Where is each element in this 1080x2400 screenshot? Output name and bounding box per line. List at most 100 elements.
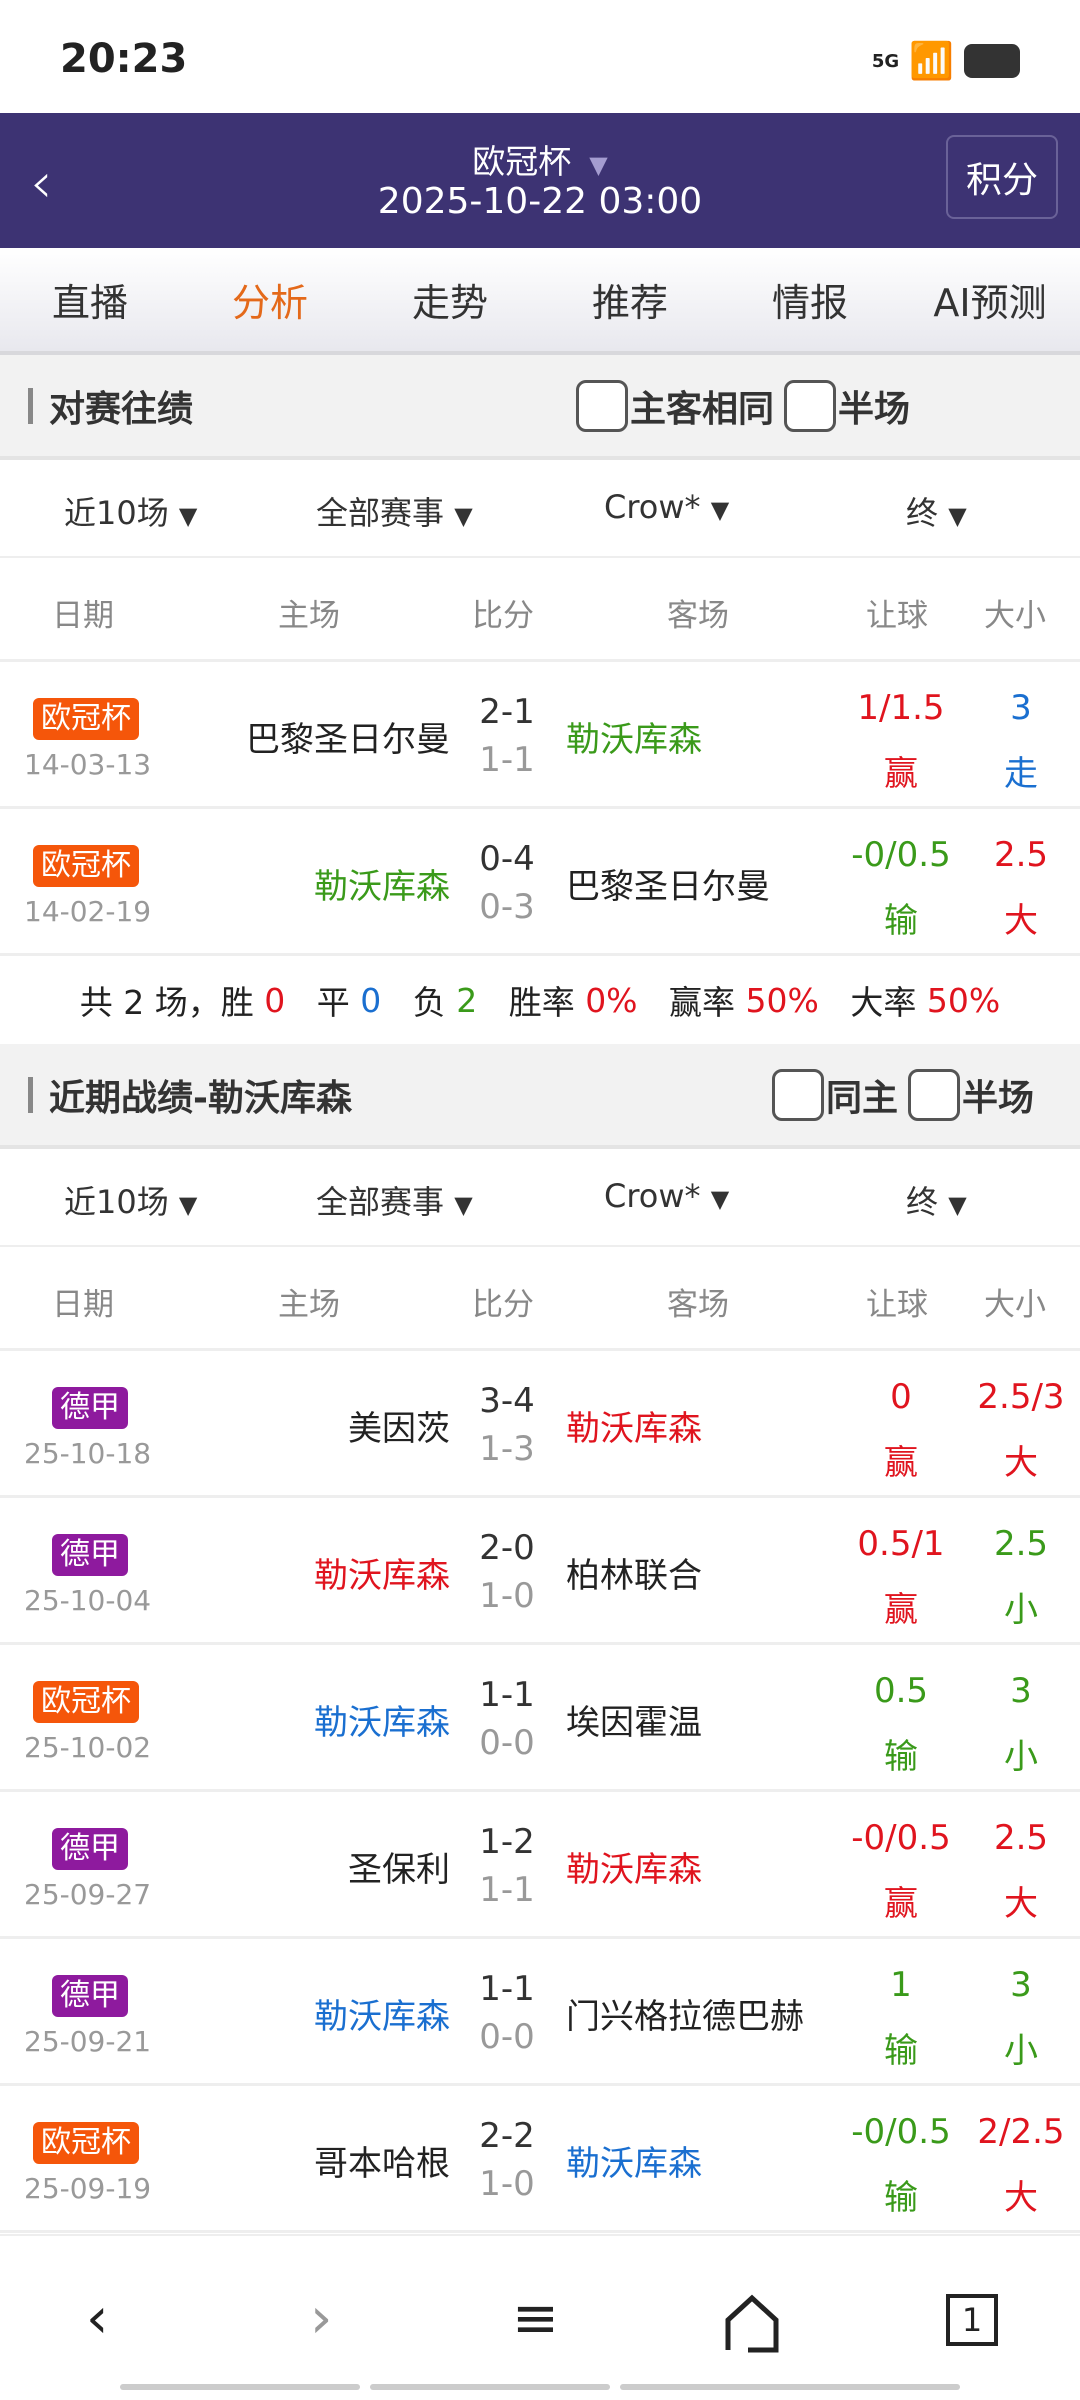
section-title: 对赛往绩	[49, 388, 194, 430]
filter-label: 全部赛事	[316, 1183, 445, 1221]
away-team: 埃因霍温	[566, 1703, 702, 1743]
tab-4[interactable]: 情报	[771, 281, 848, 325]
tab-1[interactable]: 分析	[231, 281, 308, 325]
menu-icon[interactable]: ≡	[512, 2286, 559, 2351]
away-team: 门兴格拉德巴赫	[566, 1997, 804, 2037]
match-row[interactable]: 德甲 25-09-27 圣保利 1-2 1-1 勒沃库森 -0/0.5 赢 2.…	[0, 1792, 1080, 1939]
over-under-line: 2.5	[993, 1818, 1049, 1858]
column-header-cell: 让球	[866, 598, 928, 634]
checkbox-same-venue[interactable]	[771, 1068, 824, 1121]
app-header: ‹ 欧冠杯 ▼ 2025-10-22 03:00 积分	[0, 113, 1080, 248]
home-team: 勒沃库森	[314, 1556, 450, 1596]
column-header-cell: 主场	[278, 1287, 340, 1323]
full-time-score: 0-4	[479, 839, 535, 879]
over-under-result: 走	[1004, 754, 1038, 794]
summary-part: 胜	[220, 983, 265, 1022]
handicap-line: 0	[890, 1377, 912, 1417]
match-date: 14-02-19	[24, 895, 152, 928]
half-time-score: 1-1	[479, 1870, 535, 1910]
summary-part: 2	[456, 980, 478, 1020]
match-row[interactable]: 欧冠杯 14-02-19 勒沃库森 0-4 0-3 巴黎圣日尔曼 -0/0.5 …	[0, 809, 1080, 956]
handicap-result: 输	[884, 2031, 918, 2071]
filter-dropdown-3[interactable]: 终 ▼	[906, 1177, 967, 1223]
match-row[interactable]: 德甲 25-09-21 勒沃库森 1-1 0-0 门兴格拉德巴赫 1 输 3 小	[0, 1939, 1080, 2086]
back-button[interactable]: ‹	[30, 151, 53, 216]
column-header-cell: 日期	[52, 598, 114, 634]
checkbox-half-time[interactable]	[783, 379, 836, 432]
section-marker	[28, 1076, 33, 1113]
handicap-result: 赢	[884, 1590, 918, 1630]
column-header: 日期 主场 比分 客场 让球 大小	[0, 1247, 1080, 1351]
column-header-cell: 客场	[667, 598, 729, 634]
handicap-line: 0.5/1	[857, 1524, 945, 1564]
filter-dropdown-3[interactable]: 终 ▼	[906, 488, 967, 534]
league-badge: 德甲	[52, 1534, 128, 1576]
summary-part: 平	[285, 983, 361, 1022]
match-row[interactable]: 欧冠杯 14-03-13 巴黎圣日尔曼 2-1 1-1 勒沃库森 1/1.5 赢…	[0, 662, 1080, 809]
match-row[interactable]: 德甲 25-10-04 勒沃库森 2-0 1-0 柏林联合 0.5/1 赢 2.…	[0, 1498, 1080, 1645]
column-header-cell: 客场	[667, 1287, 729, 1323]
standings-button[interactable]: 积分	[946, 135, 1058, 219]
filter-dropdown-1[interactable]: 全部赛事 ▼	[316, 488, 473, 534]
home-team: 勒沃库森	[314, 1997, 450, 2037]
league-selector[interactable]: 欧冠杯 ▼	[0, 135, 1080, 183]
away-team: 勒沃库森	[566, 720, 702, 760]
summary-part: 50%	[745, 980, 819, 1020]
full-time-score: 1-1	[479, 1969, 535, 2009]
checkbox-label: 主客相同	[629, 388, 774, 430]
over-under-line: 2.5	[993, 1524, 1049, 1564]
match-row[interactable]: 欧冠杯 25-10-02 勒沃库森 1-1 0-0 埃因霍温 0.5 输 3 小	[0, 1645, 1080, 1792]
handicap-result: 输	[884, 2178, 918, 2218]
filter-dropdown-2[interactable]: Crow* ▼	[604, 1177, 729, 1215]
tab-3[interactable]: 推荐	[591, 281, 668, 325]
tab-bar: 直播 分析 走势 推荐 情报 AI预测	[0, 248, 1080, 355]
filter-row: 近10场 ▼ 全部赛事 ▼ Crow* ▼ 终 ▼	[0, 460, 1080, 558]
handicap-result: 输	[884, 1737, 918, 1777]
half-time-score: 1-0	[479, 2164, 535, 2204]
back-icon[interactable]: ‹	[86, 2286, 109, 2351]
match-row[interactable]: 欧冠杯 25-09-19 哥本哈根 2-2 1-0 勒沃库森 -0/0.5 输 …	[0, 2086, 1080, 2233]
half-time-score: 0-0	[479, 2017, 535, 2057]
half-time-score: 1-3	[479, 1429, 535, 1469]
over-under-result: 大	[1004, 901, 1038, 941]
filter-label: 终	[906, 494, 939, 532]
filter-label: 近10场	[64, 1183, 169, 1221]
filter-dropdown-0[interactable]: 近10场 ▼	[64, 488, 197, 534]
wifi-icon: 📶	[909, 41, 954, 82]
forward-icon[interactable]: ›	[310, 2286, 333, 2351]
browser-bottom-nav: ‹ › ≡ 1	[0, 2234, 1080, 2400]
summary-part: 0	[264, 980, 286, 1020]
match-row[interactable]: 德甲 25-10-18 美因茨 3-4 1-3 勒沃库森 0 赢 2.5/3 大	[0, 1351, 1080, 1498]
tabs-icon[interactable]: 1	[946, 2294, 998, 2346]
tab-2[interactable]: 走势	[411, 281, 488, 325]
column-header-cell: 比分	[472, 598, 534, 634]
over-under-result: 大	[1004, 2178, 1038, 2218]
handicap-result: 赢	[884, 1884, 918, 1924]
column-header-cell: 让球	[866, 1287, 928, 1323]
over-under-result: 小	[1004, 1737, 1038, 1777]
league-badge: 欧冠杯	[33, 845, 139, 887]
checkbox-same-venue[interactable]	[575, 379, 628, 432]
filter-dropdown-0[interactable]: 近10场 ▼	[64, 1177, 197, 1223]
section-header-recent: 近期战绩-勒沃库森 同主 半场	[0, 1044, 1080, 1149]
over-under-result: 小	[1004, 2031, 1038, 2071]
home-icon[interactable]	[722, 2294, 782, 2354]
filter-dropdown-1[interactable]: 全部赛事 ▼	[316, 1177, 473, 1223]
checkbox-half-time[interactable]	[907, 1068, 960, 1121]
home-team: 美因茨	[348, 1409, 450, 1449]
summary-part: 负	[381, 983, 457, 1022]
column-header-cell: 大小	[984, 1287, 1046, 1323]
column-header-cell: 主场	[278, 598, 340, 634]
full-time-score: 2-0	[479, 1528, 535, 1568]
league-badge: 德甲	[52, 1975, 128, 2017]
home-team: 圣保利	[348, 1850, 450, 1890]
section-title: 近期战绩-勒沃库森	[49, 1077, 352, 1119]
battery-icon	[964, 44, 1020, 78]
tab-0[interactable]: 直播	[51, 281, 128, 325]
filter-label: 近10场	[64, 494, 169, 532]
checkbox-label: 同主	[825, 1077, 898, 1119]
filter-dropdown-2[interactable]: Crow* ▼	[604, 488, 729, 526]
summary-part: 共 2 场，	[79, 983, 221, 1022]
gesture-bar	[120, 2384, 360, 2390]
tab-5[interactable]: AI预测	[933, 281, 1047, 325]
